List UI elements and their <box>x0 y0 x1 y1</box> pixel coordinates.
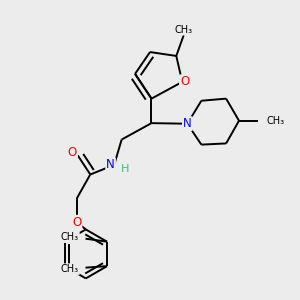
Text: CH₃: CH₃ <box>267 116 285 126</box>
Text: CH₃: CH₃ <box>61 264 79 274</box>
Text: H: H <box>120 164 129 173</box>
Text: O: O <box>68 146 77 160</box>
Text: CH₃: CH₃ <box>175 25 193 35</box>
Text: N: N <box>183 117 192 130</box>
Text: N: N <box>106 158 115 171</box>
Text: O: O <box>180 75 189 88</box>
Text: O: O <box>72 216 82 229</box>
Text: CH₃: CH₃ <box>61 232 79 242</box>
